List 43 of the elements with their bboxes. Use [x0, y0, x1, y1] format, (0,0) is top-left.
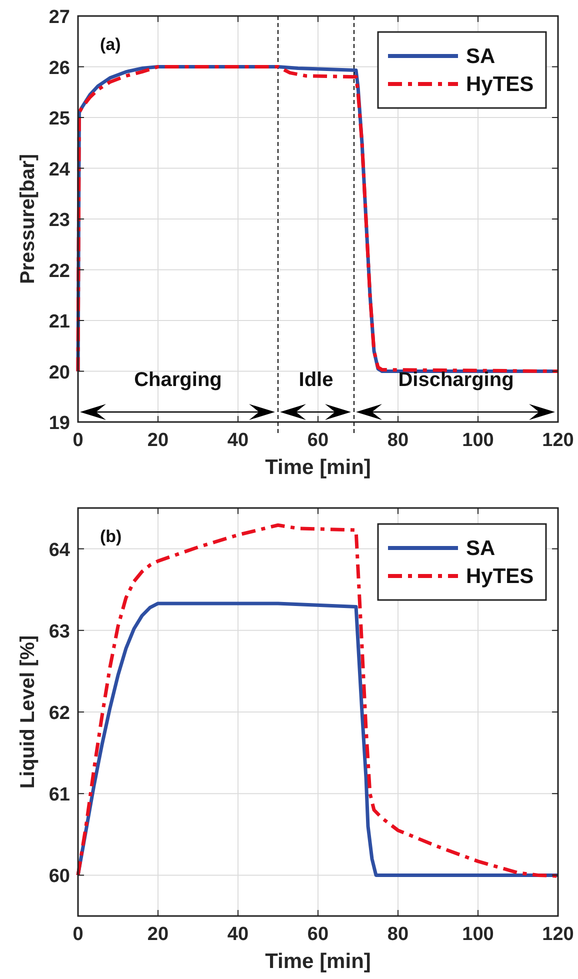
y-tick-label: 20: [48, 362, 70, 384]
x-tick-label: 120: [542, 924, 574, 945]
x-axis-title: Time [min]: [265, 456, 371, 479]
annotation: Charging: [134, 369, 222, 391]
line-series: [76, 602, 560, 877]
legend-label: HyTES: [466, 565, 534, 588]
y-tick-label: 26: [48, 58, 70, 79]
x-tick-label: 80: [387, 924, 409, 945]
y-tick-label: 27: [48, 7, 70, 28]
line-series: [76, 65, 560, 373]
x-tick-label: 40: [227, 430, 249, 451]
y-tick-label: 63: [48, 621, 70, 642]
y-tick-label: 64: [48, 540, 70, 561]
x-tick-label: 120: [542, 430, 574, 451]
x-tick-label: 0: [72, 924, 84, 945]
y-tick-label: 62: [48, 703, 70, 724]
y-tick-label: 25: [48, 108, 70, 130]
x-tick-label: 0: [72, 430, 84, 451]
x-axis-title: Time [min]: [265, 950, 371, 973]
legend-label: SA: [466, 537, 496, 560]
text: (b): [100, 527, 122, 546]
y-tick-label: 23: [48, 210, 70, 231]
y-axis-title: Pressure[bar]: [17, 154, 39, 284]
y-tick-label: 61: [48, 784, 70, 806]
x-tick-label: 100: [462, 924, 494, 945]
y-tick-label: 19: [48, 413, 70, 434]
x-tick-label: 80: [387, 430, 409, 451]
y-tick-label: 60: [48, 866, 70, 888]
legend-label: SA: [466, 45, 496, 68]
x-tick-label: 40: [227, 924, 249, 945]
legend-label: HyTES: [466, 73, 534, 96]
y-tick-label: 22: [48, 260, 70, 282]
x-tick-label: 20: [147, 924, 169, 945]
y-tick-label: 21: [48, 312, 70, 332]
x-tick-label: 60: [307, 430, 329, 451]
y-axis-title: Liquid Level [%]: [17, 635, 39, 789]
x-tick-label: 60: [307, 924, 329, 945]
x-tick-label: 100: [462, 430, 494, 451]
y-tick-label: 24: [48, 159, 70, 180]
text: (a): [100, 35, 121, 54]
annotation: Discharging: [398, 369, 514, 391]
x-tick-label: 20: [147, 430, 169, 451]
annotation: Idle: [298, 369, 334, 391]
